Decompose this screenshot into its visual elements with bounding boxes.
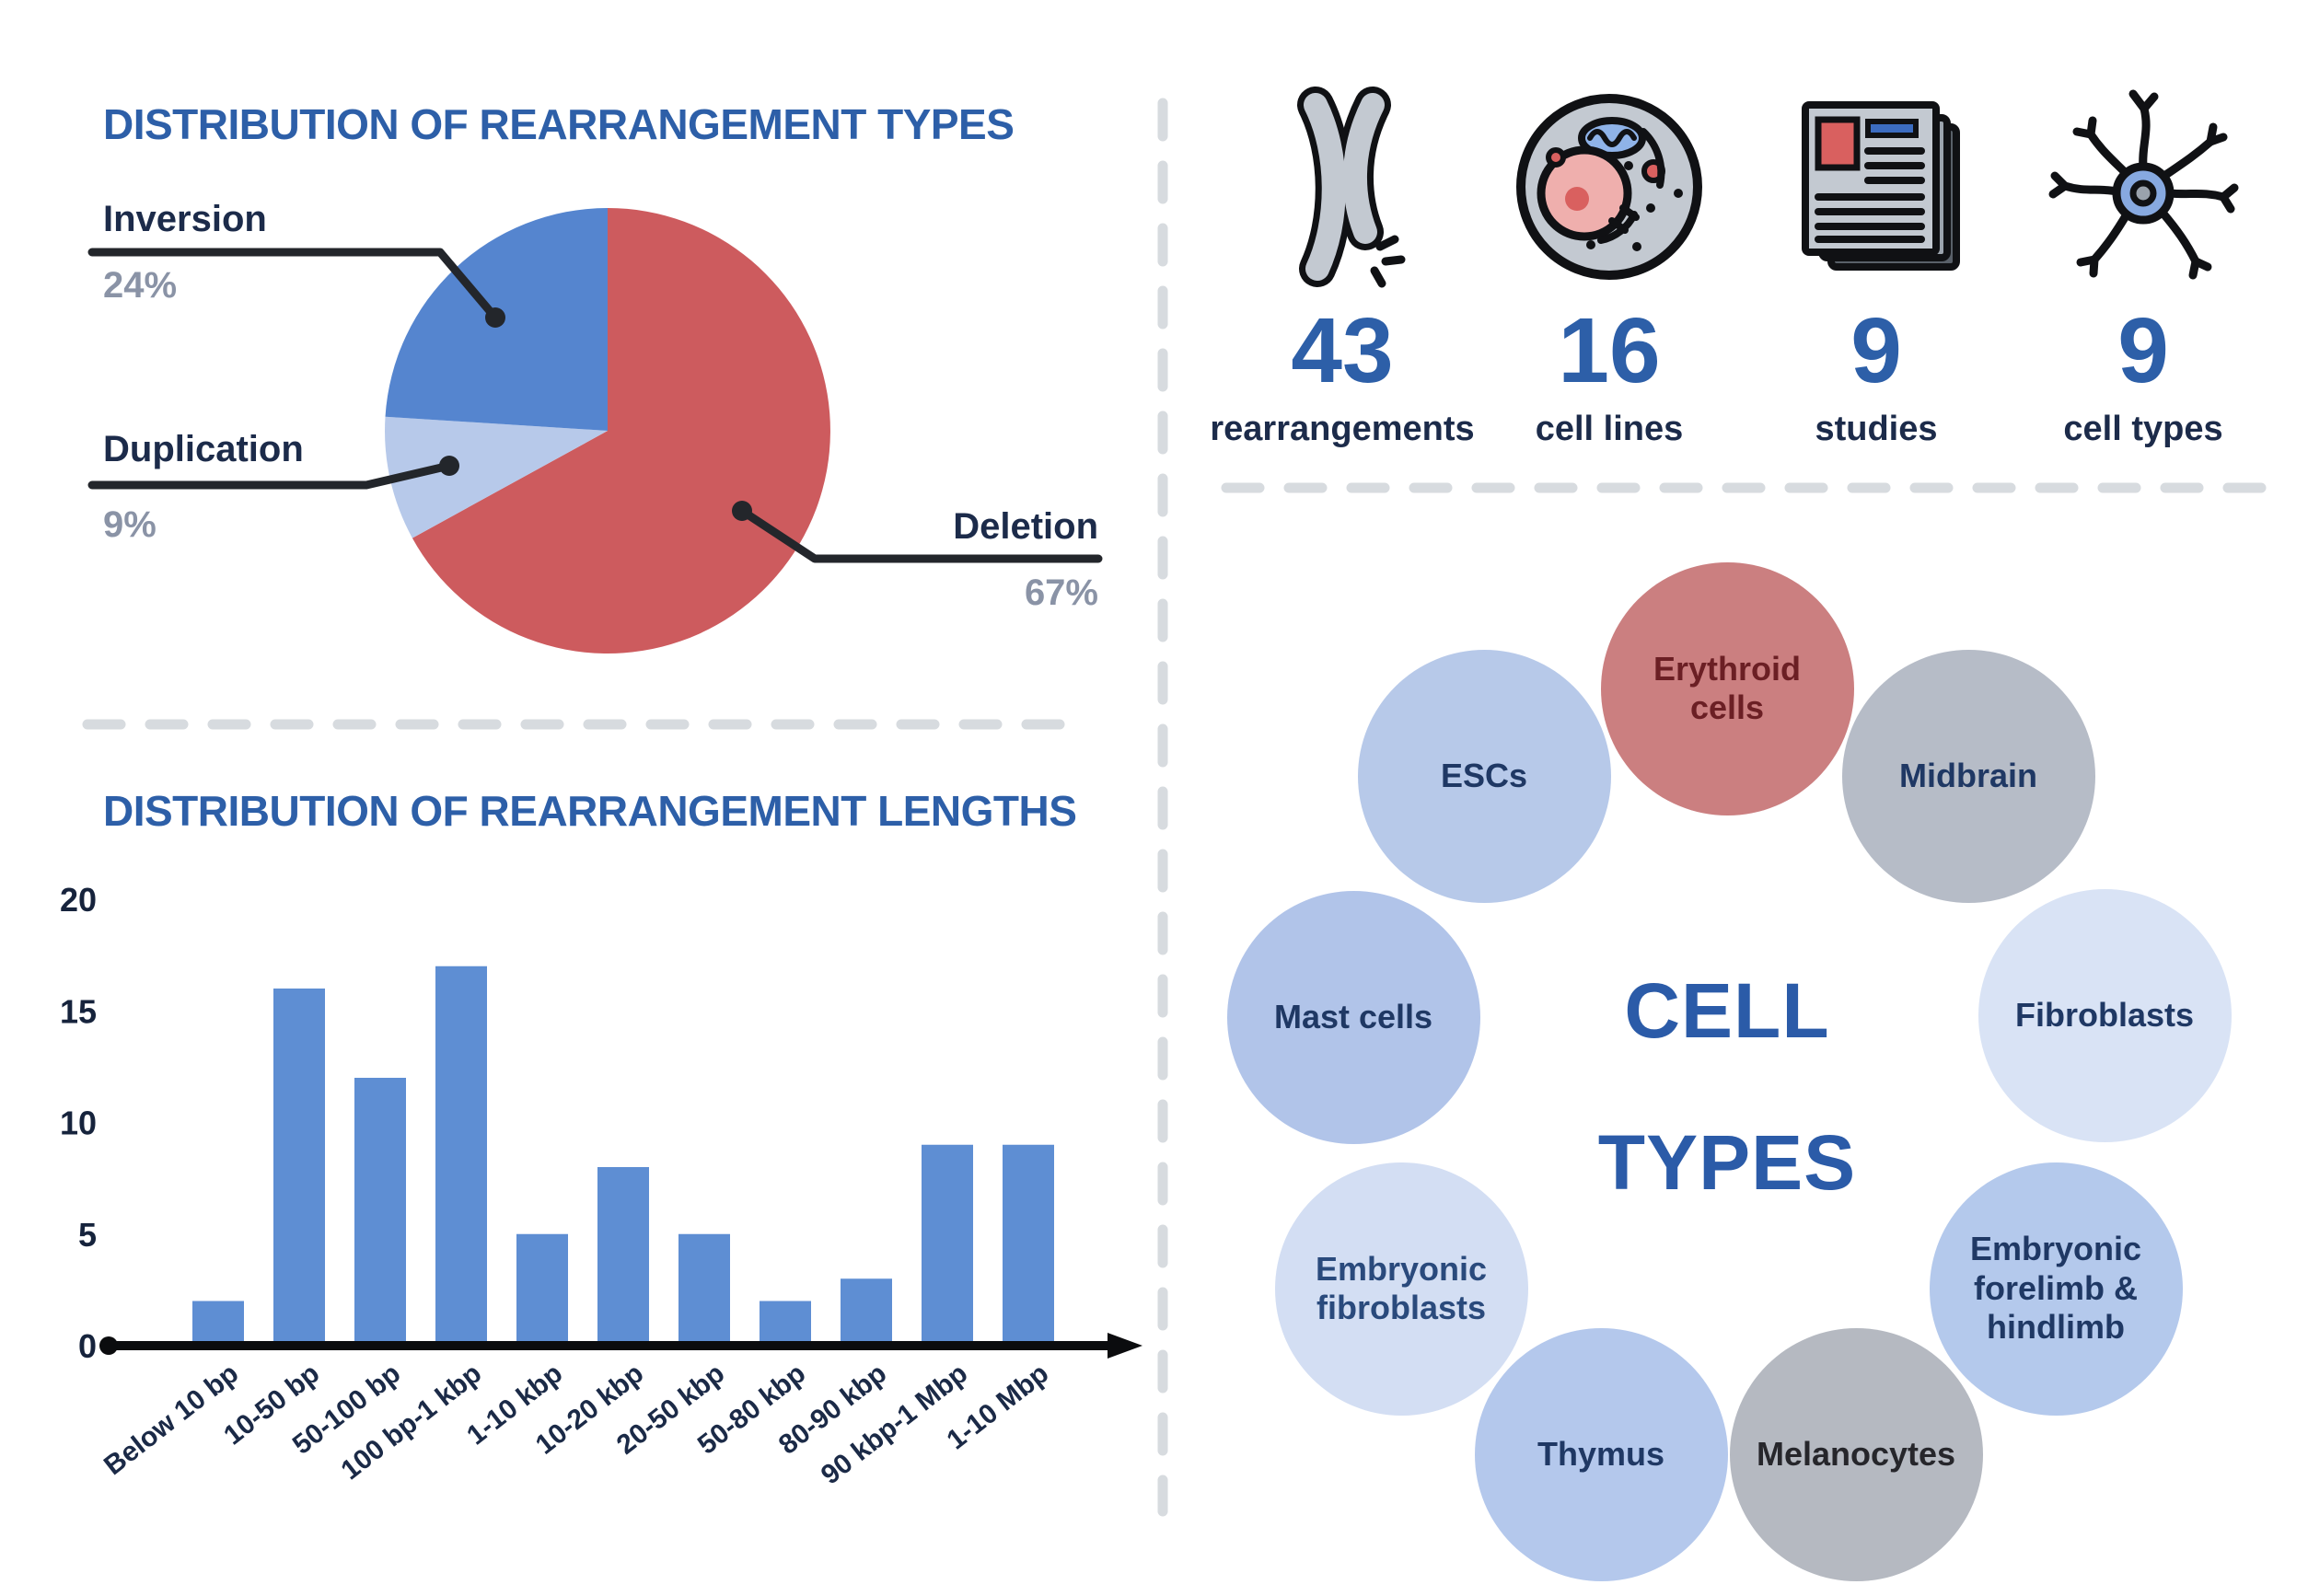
cell-type-circle-embryonic-fibroblasts: Embryonic fibroblasts [1274,1162,1528,1416]
stat-label: rearrangements [1210,410,1475,448]
pie-slice-deletion [412,208,830,653]
bar-xlabel: 100 bp-1 kbp [335,1359,487,1486]
bar-10-50 bp [273,989,325,1346]
bar-Below 10 bp [192,1301,244,1346]
cell-type-circle-embryonic-forelimb-hindlimb: Embryonic forelimb & hindlimb [1929,1162,2183,1416]
stat-value: 9 [2117,299,2169,402]
cell-type-label: Mast cells [1273,997,1433,1035]
bar-ytick-20: 20 [60,881,97,919]
bar-50-80 kbp [760,1301,811,1346]
cell-type-label: Melanocytes [1756,1434,1956,1473]
cell-type-circle-fibroblasts: Fibroblasts [1977,888,2232,1142]
pie-section-title: DISTRIBUTION OF REARRANGEMENT TYPES [103,100,1015,148]
bar-axis-arrow [1108,1333,1142,1359]
cell-type-circle-melanocytes: Melanocytes [1729,1327,1983,1581]
pie-label-inversion: Inversion [103,199,267,239]
cell-type-circle-midbrain: Midbrain [1841,649,2095,903]
document-stack-icon [1770,74,1982,299]
stat-cell-lines: 16 cell lines [1471,74,1747,449]
cell-type-label: Thymus [1537,1434,1665,1473]
bar-ytick-0: 0 [78,1327,97,1365]
bar-ytick-15: 15 [60,992,97,1030]
pie-label-deletion: Deletion [953,506,1098,547]
pie-slice-duplication [385,416,608,538]
bar-80-90 kbp [841,1278,892,1346]
pie-slice-inversion [385,208,608,431]
cell-type-label: Embryonic forelimb & hindlimb [1969,1230,2142,1347]
pie-chart [385,208,830,653]
bar-50-100 bp [354,1078,406,1346]
stat-value: 16 [1558,299,1661,402]
cell-type-label: ESCs [1440,756,1528,794]
stat-label: studies [1815,410,1938,448]
stat-label: cell types [2063,410,2223,448]
bar-xlabel: Below 10 bp [99,1359,244,1482]
neuron-icon [2037,74,2249,299]
stat-studies: 9 studies [1738,74,2014,449]
stat-rearrangements: 43 rearrangements [1204,74,1480,449]
bar-90 kbp-1 Mbp [922,1144,973,1346]
bar-axis-origin-dot [99,1336,118,1355]
stat-value: 9 [1850,299,1902,402]
cell-type-circle-mast-cells: Mast cells [1226,890,1480,1144]
cell-type-label: Embryonic fibroblasts [1315,1249,1488,1326]
cell-type-label: Midbrain [1899,756,2037,794]
pie-pct-inversion: 24% [103,265,178,306]
bar-1-10 kbp [516,1233,568,1346]
cell-type-circle-thymus: Thymus [1474,1327,1728,1581]
cell-type-label: Fibroblasts [2014,995,2195,1034]
bar-20-50 kbp [678,1233,730,1346]
cell-types-center-line2: TYPES [1597,1119,1857,1206]
bar-100 bp-1 kbp [435,966,487,1346]
cell-type-circle-erythroid-cells: Erythroid cells [1600,561,1854,815]
pie-label-duplication: Duplication [103,429,304,469]
bar-ytick-10: 10 [60,1104,97,1142]
cell-icon [1503,74,1715,299]
cell-types-center-line1: CELL [1624,967,1830,1054]
pie-pct-duplication: 9% [103,504,157,545]
stat-label: cell lines [1535,410,1684,448]
stat-cell-types: 9 cell types [2005,74,2281,449]
bar-ytick-5: 5 [78,1216,97,1254]
bar-10-20 kbp [597,1167,649,1346]
bar-1-10 Mbp [1003,1144,1054,1346]
cell-type-circle-escs: ESCs [1357,649,1611,903]
stat-value: 43 [1291,299,1394,402]
pie-pct-deletion: 67% [1024,572,1098,613]
bar-section-title: DISTRIBUTION OF REARRANGEMENT LENGTHS [103,787,1077,835]
chromosome-icon [1236,74,1448,299]
cell-type-label: Erythroid cells [1653,649,1801,726]
